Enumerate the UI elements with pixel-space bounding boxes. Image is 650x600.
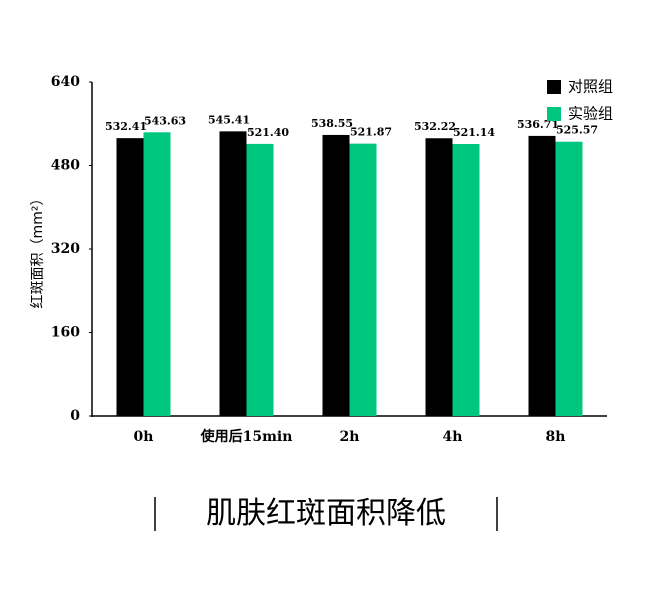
bar xyxy=(246,143,274,416)
x-tick-label: 4h xyxy=(443,429,463,445)
y-tick-label: 160 xyxy=(51,325,80,341)
bar xyxy=(528,135,556,416)
bar xyxy=(452,144,480,416)
bar xyxy=(322,134,350,416)
bar xyxy=(425,138,453,416)
value-label: 536.71 xyxy=(517,118,559,131)
value-label: 543.63 xyxy=(144,114,186,127)
value-label: 545.41 xyxy=(208,113,250,126)
y-tick-label: 0 xyxy=(70,408,80,424)
y-tick-label: 320 xyxy=(51,241,80,257)
bar xyxy=(116,138,144,416)
value-label: 525.57 xyxy=(556,124,598,137)
legend-label: 实验组 xyxy=(568,105,613,123)
x-tick-label: 使用后15min xyxy=(200,428,293,445)
bar xyxy=(349,143,377,416)
value-label: 521.14 xyxy=(453,126,495,139)
bar xyxy=(555,141,583,417)
value-label: 532.41 xyxy=(105,120,147,133)
chart-title: 肌肤红斑面积降低 xyxy=(206,496,446,531)
value-label: 532.22 xyxy=(414,120,456,133)
legend-swatch xyxy=(547,80,561,94)
y-tick-label: 640 xyxy=(51,74,80,90)
value-label: 521.87 xyxy=(350,126,392,139)
x-tick-label: 0h xyxy=(134,429,154,445)
value-label: 538.55 xyxy=(311,117,353,130)
y-axis-label: 红斑面积（mm²） xyxy=(30,192,46,309)
y-tick-label: 480 xyxy=(51,158,80,174)
bar xyxy=(219,131,247,417)
x-tick-label: 2h xyxy=(340,429,360,445)
value-label: 521.40 xyxy=(247,126,289,139)
x-tick-label: 8h xyxy=(546,429,566,445)
bar xyxy=(143,132,171,416)
legend-swatch xyxy=(547,107,561,121)
legend-label: 对照组 xyxy=(568,78,613,96)
